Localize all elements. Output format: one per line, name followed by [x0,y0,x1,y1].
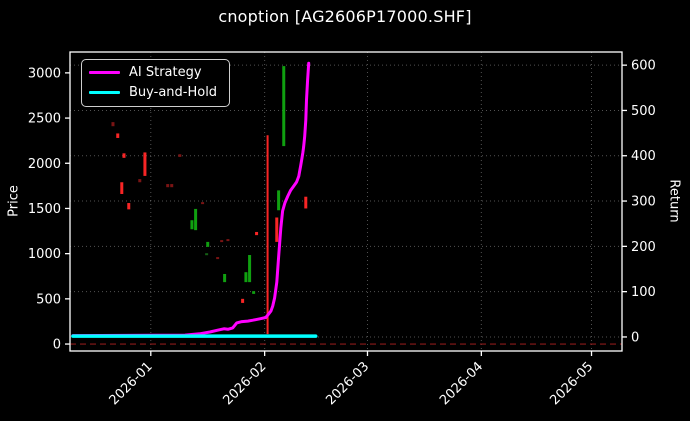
return-tick-label: 500 [631,104,656,119]
candle-up [248,255,252,283]
candle-down_dim [111,122,115,127]
candle-up [277,190,281,211]
return-tick-label: 100 [631,285,656,300]
price-tick-label: 500 [36,292,61,307]
legend-label: Buy-and-Hold [129,85,218,100]
price-tick-label: 1000 [28,247,61,262]
date-tick-label: 2026-03 [323,359,372,408]
candle-down [143,152,147,176]
candle-down [120,182,124,194]
candle-up [206,241,210,247]
candle-down_dim [138,179,142,183]
date-tick-label: 2026-04 [437,359,486,408]
ai-strategy-line-swatch [89,71,120,74]
candle-down [304,196,308,209]
return-tick-label: 0 [631,330,639,345]
price-tick-label: 0 [53,338,61,353]
date-tick-label: 2026-02 [220,359,269,408]
candle-up [282,66,286,147]
candle-down_dim [220,240,224,243]
legend-label: AI Strategy [129,65,202,80]
candle-down_dim [166,184,170,188]
candle-down [266,135,269,335]
date-tick-label: 2026-05 [547,359,596,408]
candle-up [223,273,227,283]
return-tick-label: 600 [631,59,656,74]
return-axis-label: Return [666,179,682,223]
legend-item-ai-strategy: AI Strategy [89,64,217,81]
candle-down [127,203,131,210]
buy-and-hold-line-swatch [89,91,120,94]
candle-down_dim [216,257,220,260]
candle-down [116,133,120,138]
candle-up [194,208,198,231]
date-tick-label: 2026-01 [107,359,156,408]
candle-down [122,153,126,158]
candle-down [241,298,245,303]
candle-up [244,272,248,283]
price-tick-label: 2000 [28,157,61,172]
candle-up [252,291,256,294]
price-tick-label: 3000 [28,66,61,81]
candle-down_dim [170,184,174,188]
return-tick-label: 300 [631,195,656,210]
return-tick-label: 200 [631,240,656,255]
chart-title: cnoption [AG2606P17000.SHF] [218,7,472,26]
candle-down_dim [201,202,205,205]
candle-down [255,231,259,236]
price-tick-label: 1500 [28,202,61,217]
return-tick-label: 400 [631,149,656,164]
legend-item-buy-and-hold: Buy-and-Hold [89,84,217,101]
candle-down_dim [178,154,182,157]
ai-strategy-line [71,61,311,338]
legend: AI Strategy Buy-and-Hold [81,59,231,107]
candle-up [190,220,194,230]
price-axis-label: Price [6,185,22,217]
candle-down_dim [226,239,230,242]
candle-up_dim [205,253,209,256]
price-tick-label: 2500 [28,112,61,127]
candle-down [275,217,279,242]
